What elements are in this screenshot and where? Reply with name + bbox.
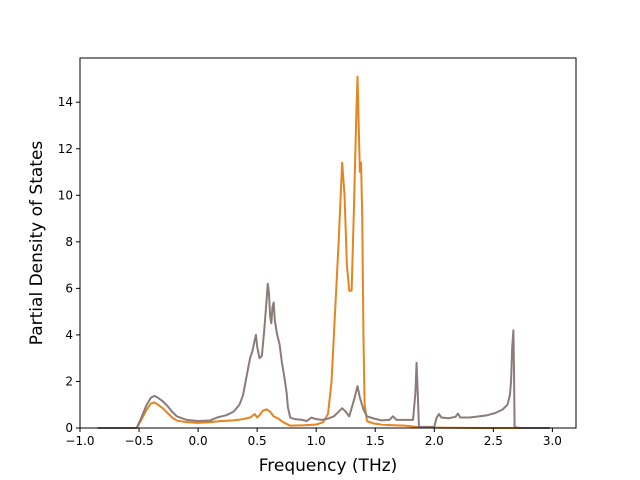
x-tick-label: 2.5 [484, 434, 503, 448]
y-tick-label: 14 [58, 95, 73, 109]
y-tick-label: 8 [65, 235, 73, 249]
y-axis-label: Partial Density of States [27, 141, 47, 346]
series-line-2 [97, 282, 551, 429]
y-axis-ticks: 0 2 4 6 8 10 12 14 [58, 95, 80, 435]
x-tick-label: −0.5 [124, 434, 153, 448]
x-tick-label: 2.0 [425, 434, 444, 448]
y-tick-label: 12 [58, 142, 73, 156]
x-tick-label: 1.5 [366, 434, 385, 448]
plot-frame [79, 57, 577, 429]
y-tick-label: 10 [58, 188, 73, 202]
series-layer [97, 75, 551, 429]
y-tick-label: 6 [65, 281, 73, 295]
series-line-1 [97, 75, 551, 429]
x-tick-label: 1.0 [307, 434, 326, 448]
y-tick-label: 4 [65, 328, 73, 342]
x-tick-label: −1.0 [65, 434, 94, 448]
x-tick-label: 0.5 [248, 434, 267, 448]
x-axis-label: Frequency (THz) [259, 456, 398, 476]
x-tick-label: 3.0 [543, 434, 562, 448]
y-tick-label: 2 [65, 374, 73, 388]
x-axis-ticks: −1.0 −0.5 0.0 0.5 1.0 1.5 2.0 2.5 3.0 [65, 428, 562, 448]
x-tick-label: 0.0 [189, 434, 208, 448]
y-tick-label: 0 [65, 421, 73, 435]
